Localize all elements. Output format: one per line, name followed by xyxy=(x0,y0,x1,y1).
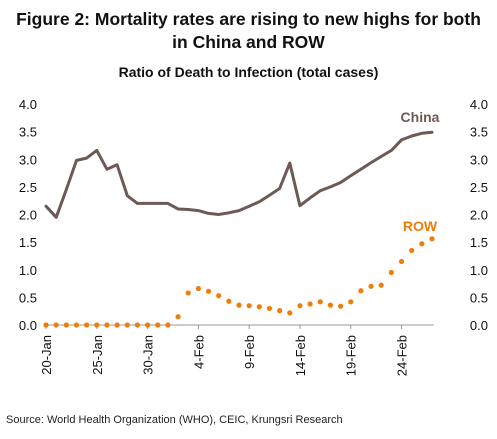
y-tick-label-right: 1.5 xyxy=(470,235,488,250)
source-note: Source: World Health Organization (WHO),… xyxy=(6,414,343,426)
figure-title: Figure 2: Mortality rates are rising to … xyxy=(0,8,497,54)
y-tick-label-left: 2.5 xyxy=(19,180,37,195)
row-data-point xyxy=(165,322,171,328)
y-tick-label-left: 1.5 xyxy=(19,235,37,250)
row-data-point xyxy=(409,247,415,254)
x-tick-label: 14-Feb xyxy=(293,335,308,376)
row-data-point xyxy=(144,322,151,328)
x-tick-label: 30-Jan xyxy=(141,335,156,375)
row-series-label: ROW xyxy=(403,218,438,234)
y-tick-label-right: 4.0 xyxy=(470,97,488,112)
row-data-point xyxy=(398,258,405,265)
row-data-point xyxy=(277,308,283,314)
row-data-point xyxy=(114,322,120,328)
x-tick-label: 24-Feb xyxy=(395,335,410,376)
row-data-point xyxy=(317,299,323,305)
row-data-point xyxy=(297,303,303,309)
china-series-line xyxy=(44,130,434,219)
y-tick-label-right: 2.5 xyxy=(470,180,488,195)
row-data-point xyxy=(124,322,130,328)
figure-title-line2: in China and ROW xyxy=(172,32,325,52)
row-data-point xyxy=(378,282,384,288)
row-data-point xyxy=(266,305,273,312)
y-tick-label-right: 3.0 xyxy=(470,152,488,167)
row-data-point xyxy=(388,269,394,276)
row-data-point xyxy=(175,314,181,320)
row-data-point xyxy=(155,322,161,328)
row-data-point xyxy=(53,322,59,328)
chart-title: Ratio of Death to Infection (total cases… xyxy=(118,64,379,80)
row-data-point xyxy=(226,298,232,304)
figure-title-line1: Figure 2: Mortality rates are rising to … xyxy=(16,9,481,29)
row-data-point xyxy=(419,241,425,247)
x-tick-label: 9-Feb xyxy=(242,335,257,369)
x-tick-label: 20-Jan xyxy=(39,335,54,375)
y-tick-label-right: 1.0 xyxy=(470,263,488,278)
y-tick-label-left: 4.0 xyxy=(19,97,37,112)
y-tick-label-right: 3.5 xyxy=(470,125,488,140)
y-tick-label-left: 3.5 xyxy=(19,125,37,140)
y-tick-label-left: 3.0 xyxy=(19,152,37,167)
labels-layer: 0.0 0.0 0.5 0.5 1.0 1.0 1.5 1.5 2.0 2.0 2.5 2.5 3.0 3… xyxy=(19,97,488,376)
row-data-point xyxy=(236,302,242,308)
series-layer xyxy=(43,130,435,328)
row-data-point xyxy=(358,288,364,294)
y-tick-label-left: 0.0 xyxy=(19,318,37,333)
row-data-point xyxy=(348,299,354,305)
row-data-point xyxy=(368,283,374,289)
row-data-point xyxy=(73,322,80,328)
y-tick-label-left: 1.0 xyxy=(19,263,37,278)
row-data-point xyxy=(94,322,100,328)
y-tick-label-right: 2.0 xyxy=(470,208,488,223)
y-tick-label-right: 0.5 xyxy=(470,290,488,305)
row-data-point xyxy=(287,310,293,316)
x-tick-label: 4-Feb xyxy=(191,335,206,369)
row-data-point xyxy=(337,303,344,309)
row-data-point xyxy=(185,290,191,296)
row-data-point xyxy=(307,301,313,307)
row-data-point xyxy=(327,302,334,308)
row-data-point xyxy=(216,293,222,299)
axes-layer xyxy=(45,324,434,329)
row-data-point xyxy=(63,322,69,328)
row-data-point xyxy=(134,322,141,328)
row-data-point xyxy=(195,285,201,292)
x-tick-label: 25-Jan xyxy=(90,335,105,375)
row-data-point xyxy=(246,303,252,309)
x-tick-label: 19-Feb xyxy=(344,335,359,376)
row-data-point xyxy=(205,288,212,294)
y-tick-label-left: 0.5 xyxy=(19,290,37,305)
row-data-point xyxy=(104,322,110,328)
row-data-point xyxy=(84,322,90,328)
china-series-label: China xyxy=(401,109,440,125)
y-tick-label-left: 2.0 xyxy=(19,208,37,223)
y-tick-label-right: 0.0 xyxy=(470,318,488,333)
row-data-point xyxy=(256,304,262,310)
row-data-point xyxy=(43,322,49,328)
row-data-point xyxy=(429,236,435,242)
